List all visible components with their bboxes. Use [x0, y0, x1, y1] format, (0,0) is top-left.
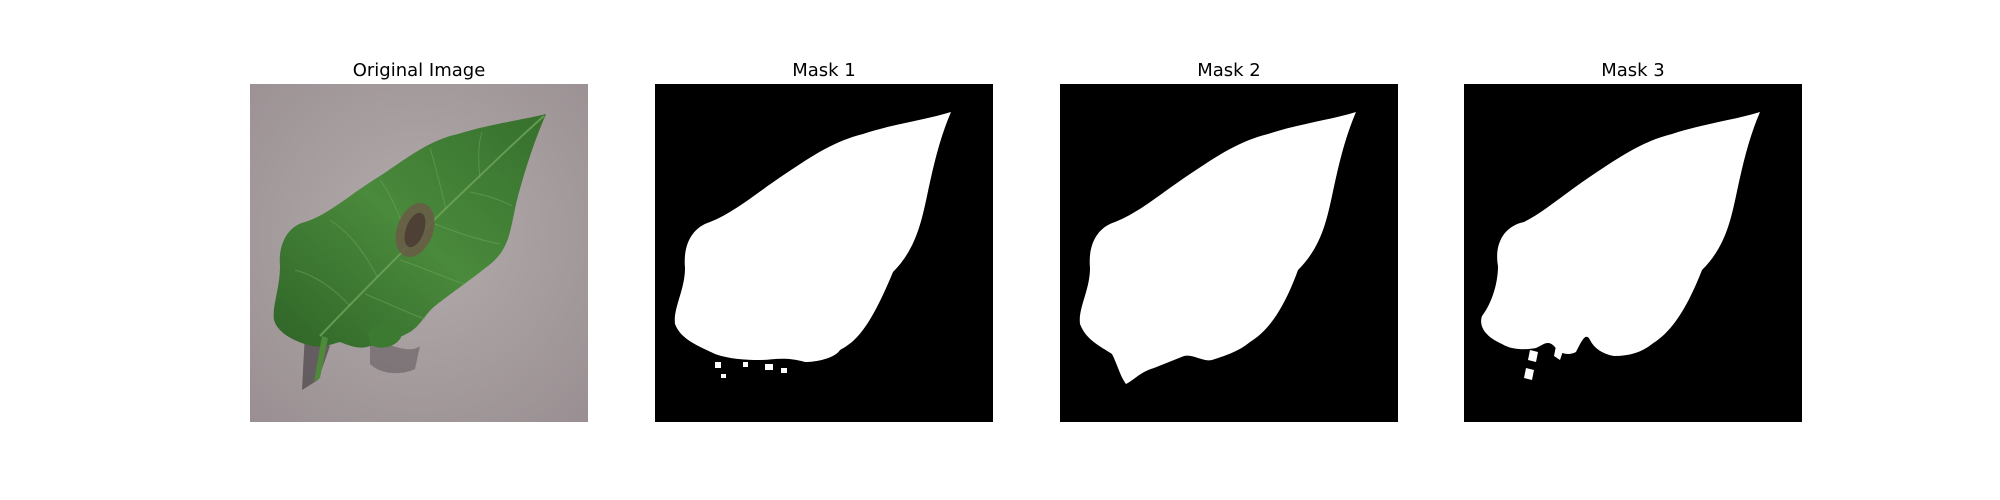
mask-2-leaf-region: [1079, 112, 1356, 384]
small-leaflet: [368, 323, 402, 348]
original-image-panel: Original Image: [250, 58, 588, 422]
mask-1-speckles: [715, 362, 787, 378]
panel-title-mask-3: Mask 3: [1601, 60, 1665, 81]
original-image-frame: [250, 84, 588, 422]
mask-2-image: [1060, 84, 1398, 422]
mask-3-frame: [1464, 84, 1802, 422]
lesion-core: [404, 212, 426, 248]
mask-1-panel: Mask 1: [655, 58, 993, 422]
leaf-stem: [314, 336, 328, 382]
panel-title-mask-1: Mask 1: [792, 60, 856, 81]
leaf-midrib: [319, 115, 545, 337]
mask-3-panel: Mask 3: [1464, 58, 1802, 422]
mask-2-panel: Mask 2: [1060, 58, 1398, 422]
mask-1-image: [655, 84, 993, 422]
mask-1-leaf-region: [674, 112, 951, 362]
mask-3-fragments: [1524, 346, 1564, 380]
mask-3-image: [1464, 84, 1802, 422]
panel-title-mask-2: Mask 2: [1197, 60, 1261, 81]
mask-3-leaf-region: [1481, 112, 1760, 356]
mask-1-frame: [655, 84, 993, 422]
panel-title-original-image: Original Image: [352, 60, 486, 81]
leaf-photo: [250, 84, 588, 422]
mask-2-frame: [1060, 84, 1398, 422]
